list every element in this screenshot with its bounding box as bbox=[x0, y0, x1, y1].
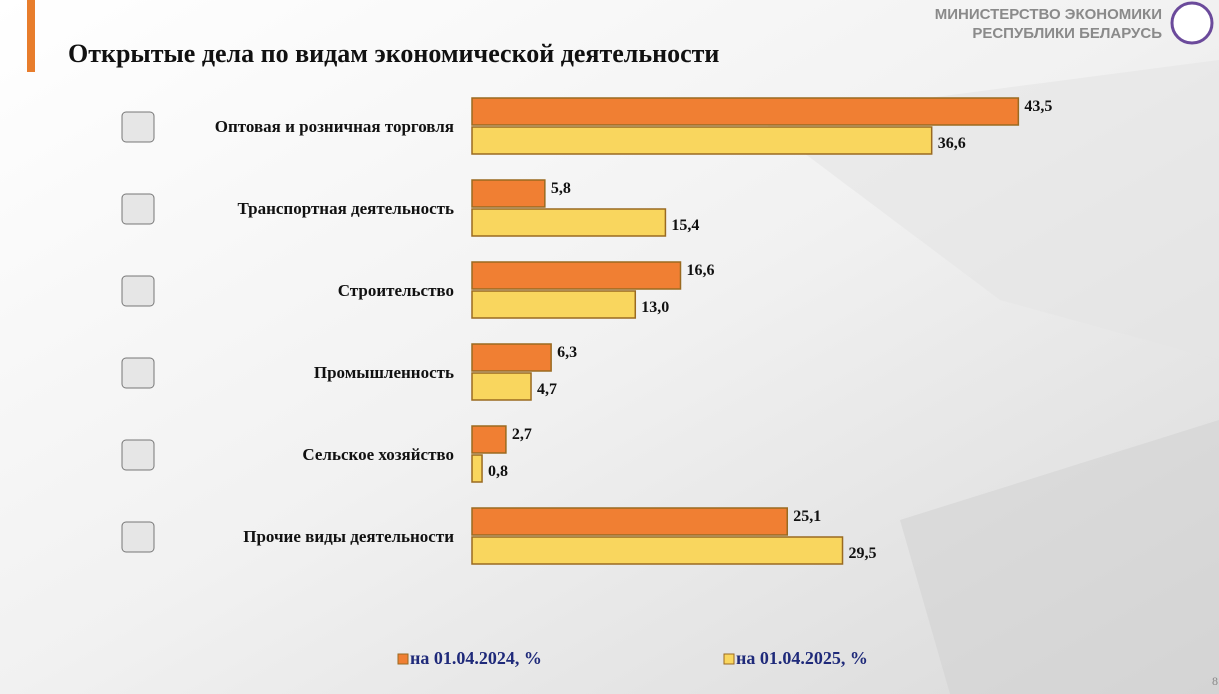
bar bbox=[471, 261, 682, 290]
bar bbox=[471, 454, 483, 483]
legend-label: на 01.04.2024, % bbox=[410, 648, 542, 668]
bar bbox=[471, 179, 546, 208]
bar bbox=[471, 507, 789, 536]
category-icon bbox=[121, 439, 155, 471]
value-label: 29,5 bbox=[849, 545, 877, 562]
bar bbox=[471, 425, 507, 454]
accent bbox=[27, 0, 35, 72]
value-label: 16,6 bbox=[686, 262, 714, 279]
category-label: Оптовая и розничная торговля bbox=[215, 117, 454, 136]
value-label: 0,8 bbox=[488, 463, 508, 480]
value-label: 43,5 bbox=[1024, 98, 1052, 115]
legend-swatch bbox=[397, 653, 409, 665]
bar bbox=[471, 208, 667, 237]
category-icon bbox=[121, 275, 155, 307]
ministry: МИНИСТЕРСТВО ЭКОНОМИКИ bbox=[935, 6, 1162, 23]
bar bbox=[471, 126, 933, 155]
chart-title: Открытые дела по видам экономической дея… bbox=[68, 39, 719, 68]
value-label: 5,8 bbox=[551, 180, 571, 197]
value-label: 15,4 bbox=[671, 217, 699, 234]
category-label: Сельское хозяйство bbox=[302, 445, 454, 464]
bar bbox=[471, 290, 637, 319]
value-label: 6,3 bbox=[557, 344, 577, 361]
bar bbox=[471, 536, 844, 565]
bar bbox=[471, 372, 532, 401]
value-label: 36,6 bbox=[938, 135, 966, 152]
legend-swatch bbox=[723, 653, 735, 665]
value-label: 2,7 bbox=[512, 426, 532, 443]
category-label: Промышленность bbox=[314, 363, 454, 382]
bar bbox=[471, 97, 1020, 126]
category-icon bbox=[121, 111, 155, 143]
legend-label: на 01.04.2025, % bbox=[736, 648, 868, 668]
category-label: Транспортная деятельность bbox=[237, 199, 454, 218]
bar bbox=[471, 343, 552, 372]
value-label: 13,0 bbox=[641, 299, 669, 316]
value-label: 4,7 bbox=[537, 381, 557, 398]
value-label: 25,1 bbox=[793, 508, 821, 525]
ministry: РЕСПУБЛИКИ БЕЛАРУСЬ bbox=[972, 25, 1162, 42]
category-icon bbox=[121, 357, 155, 389]
page-number: 8 bbox=[1212, 674, 1218, 688]
category-label: Прочие виды деятельности bbox=[243, 527, 454, 546]
logo bbox=[1170, 1, 1214, 45]
category-label: Строительство bbox=[338, 281, 454, 300]
category-icon bbox=[121, 193, 155, 225]
category-icon bbox=[121, 521, 155, 553]
decor bbox=[900, 420, 1219, 694]
